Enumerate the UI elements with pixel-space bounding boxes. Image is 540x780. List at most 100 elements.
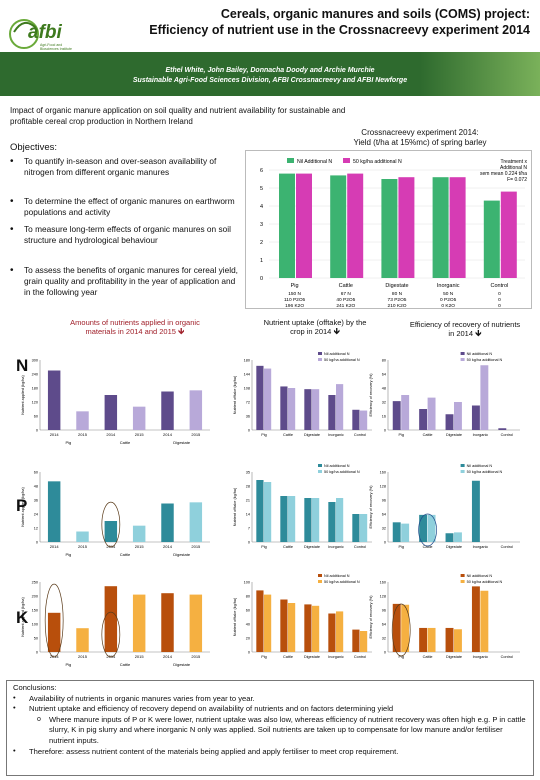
objective-item: • To determine the effect of organic manu…	[10, 196, 235, 217]
conclusion-item: • Nutrient uptake and efficiency of recov…	[13, 703, 394, 714]
category-label: Inorganic	[473, 433, 489, 437]
amount-bar	[104, 586, 118, 652]
yield-note-1: Treatment x	[501, 159, 528, 165]
year-label: 2015	[78, 654, 88, 659]
objectives-title: Objectives:	[10, 142, 57, 153]
yield-tick-label: 4	[260, 204, 263, 210]
tick-label: 250	[32, 581, 38, 585]
tick-label: 96	[382, 499, 386, 503]
year-label: 2014	[50, 544, 60, 549]
recovery-bar	[419, 409, 428, 430]
legend-swatch	[318, 580, 322, 583]
highlight-ring	[101, 611, 121, 658]
tick-label: 21	[246, 499, 250, 503]
yield-tick-label: 1	[260, 258, 263, 264]
offtake-bar	[304, 604, 312, 652]
tick-label: 180	[32, 387, 38, 391]
offtake-bar	[312, 605, 320, 652]
tick-label: 48	[34, 485, 38, 489]
recovery-bar	[454, 402, 462, 430]
axis-label: Efficiency of recovery (%)	[369, 595, 373, 639]
yield-input-label: 210 K2O	[388, 303, 407, 309]
axis-label: Nutrient applied (kg/ha)	[21, 597, 25, 637]
axis-label: Nutrient offtake (kg/ha)	[233, 597, 237, 636]
offtake-bar	[312, 389, 320, 430]
recovery-bar	[454, 629, 462, 652]
yield-input-label: 73 P2O5	[388, 297, 407, 303]
offtake-bar	[336, 384, 344, 430]
afbi-logo: afbi Agri-Food and Biosciences Institute	[6, 8, 80, 54]
amount-bar	[132, 525, 146, 542]
tick-label: 14	[246, 513, 250, 517]
recovery-bar	[471, 405, 480, 430]
year-label: 2014	[163, 544, 173, 549]
year-label: 2014	[106, 432, 116, 437]
highlight-ring	[44, 583, 64, 658]
category-label: Digestate	[304, 655, 320, 659]
tick-label: 20	[246, 637, 250, 641]
category-label: Inorganic	[473, 545, 489, 549]
manure-label: Cattle	[120, 440, 131, 445]
objective-item: • To quantify in-season and over-season a…	[10, 156, 217, 177]
year-label: 2015	[135, 654, 145, 659]
tick-label: 128	[380, 485, 386, 489]
highlight-ring	[391, 603, 411, 657]
recovery-bar	[427, 397, 436, 430]
legend-label: Nil additional N	[324, 464, 350, 468]
tick-label: 60	[34, 471, 38, 475]
manure-label: Digestate	[173, 440, 191, 445]
offtake-bar	[280, 386, 288, 430]
legend-label: Nil additional N	[467, 574, 493, 578]
tick-label: 24	[34, 513, 38, 517]
recovery-bar	[445, 414, 454, 430]
logo-text: afbi	[28, 22, 63, 43]
svg-text:Agri-Food and: Agri-Food and	[40, 43, 62, 47]
tick-label: 0	[36, 541, 38, 545]
yield-category-label: Control	[491, 283, 509, 289]
category-label: Pig	[398, 655, 404, 659]
tick-label: 35	[246, 471, 250, 475]
recovery-bar	[480, 365, 489, 430]
offtake-bar	[328, 502, 336, 542]
manure-label: Pig	[65, 552, 71, 557]
manure-label: Pig	[65, 662, 71, 667]
yield-bar	[500, 191, 517, 278]
conclusions-title: Conclusions:	[13, 683, 57, 692]
down-arrow-icon: 🡻	[178, 326, 185, 336]
axis-label: Nutrient applied (kg/ha)	[21, 487, 25, 527]
legend-swatch	[318, 464, 322, 467]
year-label: 2014	[50, 654, 60, 659]
amount-bar	[161, 593, 174, 652]
category-label: Digestate	[304, 433, 320, 437]
legend-label: 50 kg/ha additional N	[324, 580, 360, 584]
legend-label: 50 kg/ha additional N	[324, 358, 360, 362]
recovery-bar	[427, 627, 436, 652]
recovery-bar	[498, 428, 507, 430]
category-label: Inorganic	[473, 655, 489, 659]
offtake-bar	[360, 631, 368, 652]
offtake-bar	[360, 514, 368, 542]
recovery-bar	[445, 533, 454, 542]
legend-label: Nil additional N	[467, 464, 493, 468]
recovery-bar	[419, 514, 428, 542]
axis-label: Nutrient applied (kg/ha)	[21, 375, 25, 415]
tick-label: 36	[34, 499, 38, 503]
recovery-bar	[392, 401, 401, 430]
tick-label: 200	[32, 595, 38, 599]
recovery-bar	[392, 522, 401, 542]
recovery-bar	[419, 627, 428, 652]
tick-label: 80	[382, 359, 386, 363]
recovery-bar	[480, 590, 489, 652]
yield-input-label: 0 K2O	[441, 303, 455, 309]
yield-note-4: F= 0.072	[507, 177, 527, 183]
category-label: Digestate	[304, 545, 320, 549]
down-arrow-icon: 🡻	[333, 326, 340, 336]
offtake-bar	[288, 603, 296, 652]
tick-label: 0	[384, 429, 386, 433]
yield-input-label: 0	[498, 297, 501, 303]
amount-bar	[132, 406, 146, 430]
amount-bar	[104, 395, 118, 430]
tick-label: 160	[380, 581, 386, 585]
tick-label: 180	[244, 359, 250, 363]
